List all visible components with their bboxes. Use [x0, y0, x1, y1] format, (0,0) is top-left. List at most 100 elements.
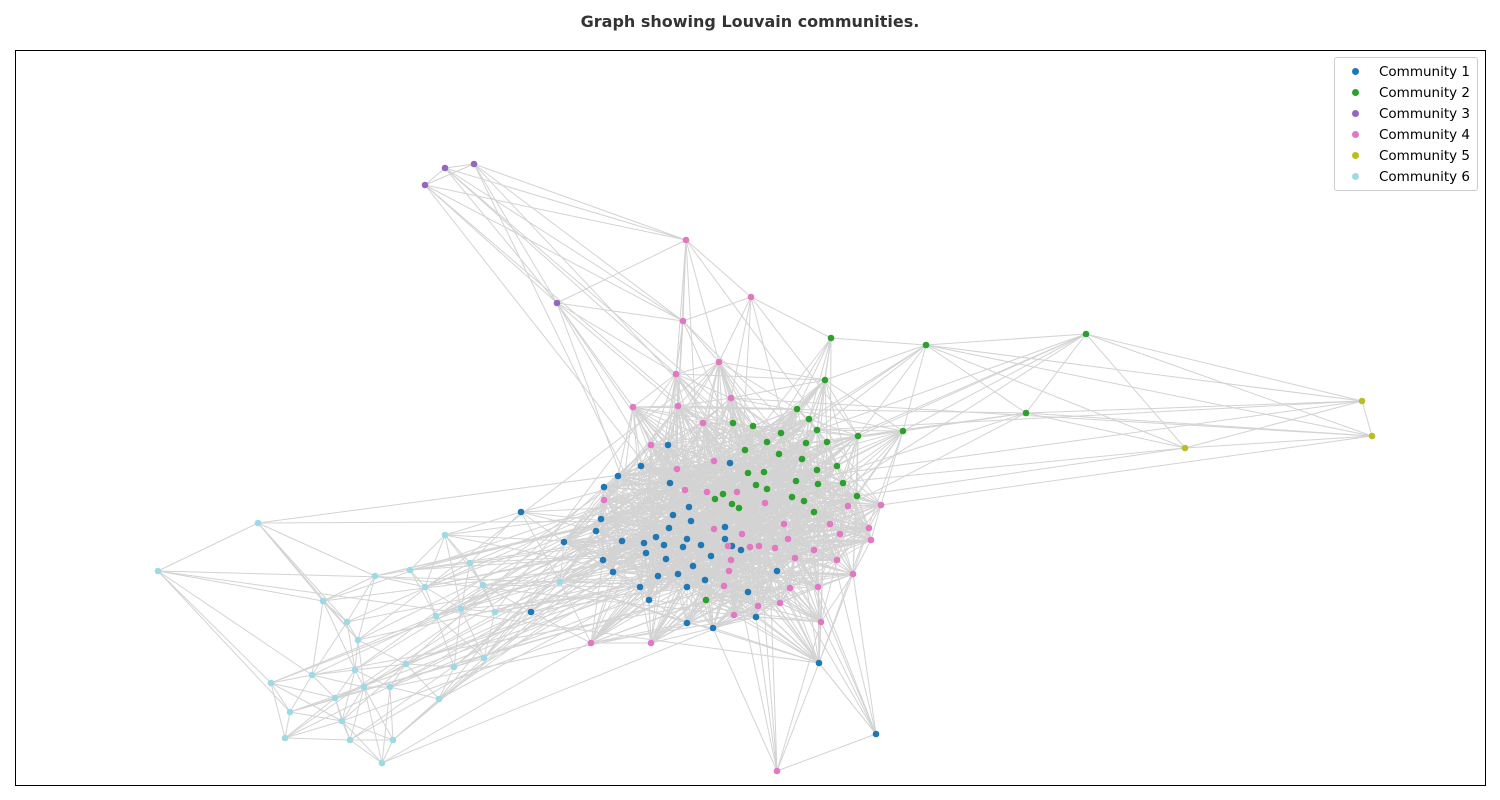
graph-node-community-4 [865, 524, 873, 532]
graph-edge [435, 482, 844, 617]
graph-edge [820, 559, 838, 623]
graph-node-community-4 [867, 536, 875, 544]
graph-edge [830, 337, 927, 346]
graph-edge [603, 468, 678, 488]
graph-edge [808, 344, 927, 420]
graph-edge [650, 373, 677, 446]
graph-edge [750, 296, 832, 339]
graph-edge [559, 408, 798, 583]
graph-edge [556, 239, 687, 304]
graph-node-community-1 [683, 535, 691, 543]
graph-edge [796, 337, 832, 410]
graph-node-community-6 [402, 660, 410, 668]
graph-node-community-1 [773, 567, 781, 575]
graph-edge [438, 482, 844, 700]
graph-edge [389, 686, 440, 700]
graph-edge [349, 739, 383, 764]
graph-edge [718, 361, 754, 427]
graph-node-community-4 [647, 639, 655, 647]
graph-node-community-1 [744, 588, 752, 596]
graph-edge [322, 600, 348, 623]
legend-marker [1352, 89, 1359, 96]
graph-edge [257, 522, 348, 623]
graph-edge [880, 435, 1373, 506]
graph-edge [424, 534, 446, 588]
graph-edge [842, 430, 904, 484]
graph-node-community-6 [457, 605, 465, 613]
graph-edge [766, 441, 807, 444]
graph-edge [270, 682, 336, 699]
graph-edge [341, 527, 870, 722]
graph-edge [270, 682, 343, 722]
graph-node-community-6 [432, 612, 440, 620]
graph-edge [1361, 400, 1373, 437]
graph-edge [713, 528, 854, 575]
graph-edge [702, 422, 746, 451]
graph-edge [424, 163, 475, 186]
graph-edge [556, 302, 634, 408]
graph-edge [603, 486, 815, 551]
graph-node-community-2 [833, 462, 841, 470]
graph-edge [444, 167, 687, 241]
graph-node-community-1 [697, 541, 705, 549]
graph-edge [682, 320, 720, 363]
graph-edge [688, 506, 730, 572]
graph-node-community-4 [647, 441, 655, 449]
graph-node-community-6 [254, 519, 262, 527]
legend-label: Community 1 [1379, 63, 1471, 80]
graph-edge [473, 163, 684, 322]
graph-node-community-6 [154, 567, 162, 575]
graph-node-community-4 [672, 370, 680, 378]
graph-edge [836, 504, 882, 561]
graph-edge [341, 720, 383, 764]
graph-node-community-6 [360, 683, 368, 691]
graph-edge [270, 674, 313, 684]
graph-edge [925, 333, 1087, 346]
graph-edge [824, 379, 859, 437]
graph-edge [563, 530, 597, 543]
graph-edge [257, 522, 359, 641]
graph-node-community-4 [849, 570, 857, 578]
graph-edge [640, 465, 715, 530]
graph-node-community-6 [466, 559, 474, 567]
graph-edge [435, 615, 485, 659]
graph-edge [311, 600, 324, 676]
graph-edge [435, 584, 484, 617]
graph-node-community-4 [810, 546, 818, 554]
graph-edge [322, 600, 359, 641]
graph-node-community-1 [599, 556, 607, 564]
graph-edge [816, 379, 826, 471]
graph-edge [363, 686, 394, 741]
graph-node-community-2 [814, 480, 822, 488]
graph-edge [424, 441, 828, 588]
graph-edge [902, 344, 927, 432]
graph-edge [808, 418, 872, 541]
graph-edge [346, 432, 782, 623]
graph-node-community-2 [821, 376, 829, 384]
graph-edge [460, 489, 686, 610]
graph-edge [755, 616, 778, 772]
graph-edge [852, 495, 858, 575]
graph-edge [632, 406, 694, 567]
graph-node-community-2 [760, 468, 768, 476]
graph-edge [494, 570, 730, 613]
legend-label: Community 2 [1379, 84, 1471, 101]
graph-node-community-4 [786, 584, 794, 592]
graph-edge [702, 361, 720, 424]
graph-edge [757, 605, 822, 623]
graph-edge [284, 737, 351, 741]
graph-edge [444, 511, 522, 536]
graph-node-community-2 [788, 493, 796, 501]
graph-edge [880, 430, 904, 506]
graph-node-community-4 [746, 543, 754, 551]
graph-edge [334, 669, 356, 699]
graph-node-community-4 [727, 394, 735, 402]
graph-edge [826, 430, 904, 443]
graph-edge [374, 575, 426, 588]
graph-edge [157, 522, 259, 572]
graph-edge [705, 559, 838, 601]
graph-node-community-4 [587, 639, 595, 647]
graph-edge [270, 484, 757, 684]
graph-edge [311, 674, 365, 688]
